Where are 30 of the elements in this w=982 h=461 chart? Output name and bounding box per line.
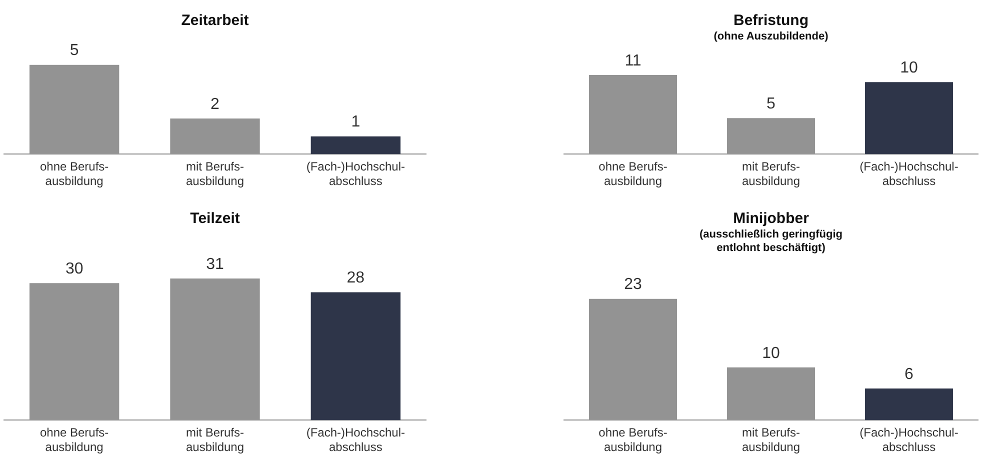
chart-subtitle: (ausschließlich geringfügig entlohnt beschäftigt)	[699, 228, 843, 254]
chart-title: Zeitarbeit	[181, 12, 249, 30]
x-tick-label: ohne Berufs- ausbildung	[598, 160, 668, 188]
x-tick-label: mit Berufs- ausbildung	[742, 426, 800, 454]
data-label: 5	[70, 42, 79, 60]
data-label: 10	[762, 344, 780, 362]
x-tick-label: ohne Berufs- ausbildung	[40, 160, 109, 188]
x-tick-label: mit Berufs- ausbildung	[186, 160, 244, 188]
data-label: 11	[624, 52, 642, 70]
x-tick-label: (Fach-)Hochschul- abschluss	[306, 160, 406, 188]
data-label: 30	[65, 260, 84, 278]
data-label: 6	[904, 366, 914, 383]
data-label: 10	[900, 60, 918, 77]
x-tick-label: mit Berufs- ausbildung	[186, 426, 244, 454]
data-label: 2	[210, 96, 220, 113]
x-tick-label: (Fach-)Hochschul- abschluss	[860, 426, 958, 454]
data-label: 5	[766, 96, 776, 113]
data-label: 23	[624, 276, 642, 294]
chart-subtitle: (ohne Auszubildende)	[714, 30, 829, 43]
data-label: 31	[206, 256, 224, 273]
x-tick-label: mit Berufs- ausbildung	[742, 160, 800, 188]
x-tick-label: ohne Berufs- ausbildung	[40, 426, 109, 454]
data-label: 1	[351, 114, 360, 131]
chart-title: Teilzeit	[190, 210, 240, 228]
data-label: 28	[346, 270, 365, 287]
x-tick-label: (Fach-)Hochschul- abschluss	[306, 426, 406, 454]
x-tick-label: (Fach-)Hochschul- abschluss	[860, 160, 958, 188]
chart-title: Befristung	[734, 12, 808, 30]
chart-title: Minijobber	[733, 210, 810, 228]
x-tick-label: ohne Berufs- ausbildung	[598, 426, 668, 454]
